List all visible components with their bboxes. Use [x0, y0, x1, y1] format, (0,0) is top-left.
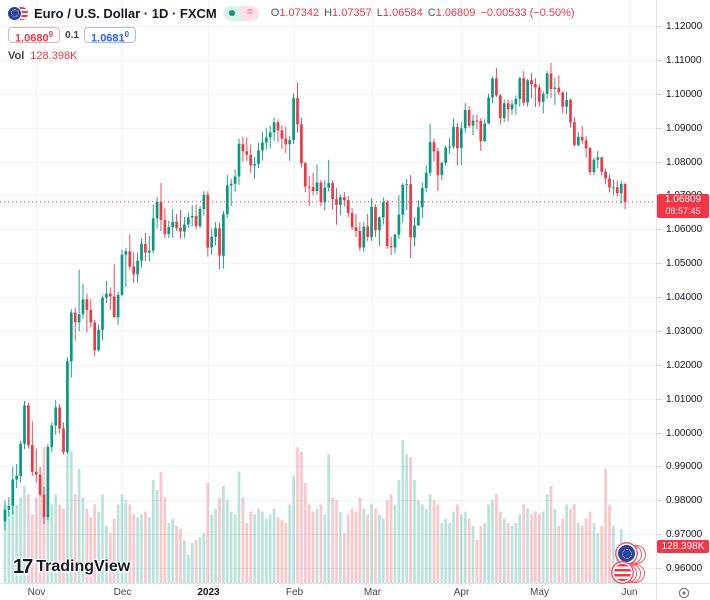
tradingview-logo[interactable]: 17 TradingView — [13, 557, 130, 577]
price-tick-label: 1.05000 — [655, 258, 703, 269]
time-tick-label: Nov — [27, 587, 46, 598]
buy-price-sup: 0 — [124, 30, 130, 39]
spread-value: 0.1 — [65, 29, 80, 41]
symbol-legend: Euro / U.S. Dollar · 1D · FXCM = O1.0734… — [8, 4, 575, 62]
high-label: H — [324, 7, 333, 19]
pink-equals-icon: = — [240, 5, 259, 21]
buy-price-button[interactable]: 1.06810 — [84, 27, 137, 45]
high-value: 1.07357 — [332, 7, 372, 19]
symbol-title[interactable]: Euro / U.S. Dollar · 1D · FXCM — [34, 5, 217, 21]
eur-flag-mini-icon — [8, 6, 21, 20]
change-value: −0.00533 (−0.50%) — [480, 7, 575, 19]
volume-legend: Vol 128.398K — [8, 50, 575, 62]
sell-price-button[interactable]: 1.06809 — [8, 27, 61, 45]
sell-price-value: 1.0680 — [15, 32, 49, 45]
tradingview-logo-text: TradingView — [36, 558, 131, 575]
volume-value: 128.398K — [30, 50, 78, 62]
time-tick-label: May — [530, 587, 549, 598]
price-tick-label: 1.12000 — [655, 21, 703, 32]
time-tick-label: Dec — [113, 587, 132, 598]
volume-axis-badge: 128.398K — [657, 540, 709, 553]
price-tick-label: 1.03000 — [655, 326, 703, 337]
price-tick-label: 1.08000 — [655, 157, 703, 168]
price-tick-label: 1.06000 — [655, 224, 703, 235]
low-value: 1.06584 — [382, 7, 423, 19]
price-tick-label: 0.97000 — [655, 529, 703, 540]
ohlc-readout: O1.07342 H1.07357 L1.06584 C1.06809 −0.0… — [271, 7, 575, 19]
close-label: C — [427, 7, 436, 19]
sell-price-sup: 9 — [48, 30, 54, 39]
bar-close-countdown: 08:57:45 — [665, 206, 701, 216]
price-tick-label: 1.10000 — [655, 89, 703, 100]
price-tick-label: 0.98000 — [655, 495, 703, 506]
price-tick-label: 0.99000 — [655, 461, 703, 472]
axis-corner — [656, 583, 710, 600]
price-tick-label: 1.09000 — [655, 123, 703, 134]
price-tick-label: 1.01000 — [655, 394, 703, 405]
open-label: O — [270, 7, 280, 19]
time-tick-label: Feb — [285, 587, 304, 598]
price-tick-label: 1.11000 — [655, 55, 702, 66]
tradingview-logo-icon: 17 — [13, 556, 33, 578]
time-axis[interactable]: Nov Dec 2023 Feb Mar Apr May Jun — [0, 583, 710, 600]
volume-label: Vol — [8, 50, 25, 62]
market-open-dot-icon — [222, 5, 241, 21]
close-value: 1.06809 — [435, 7, 476, 19]
price-tick-label: 0.96000 — [655, 563, 703, 574]
price-tick-label: 1.00000 — [655, 428, 703, 439]
price-tick-label: 1.04000 — [655, 292, 703, 303]
price-axis[interactable]: 1.120001.110001.100001.090001.080001.070… — [655, 0, 710, 583]
time-tick-label: Jun — [621, 587, 638, 598]
price-tick-label: 1.02000 — [655, 360, 703, 371]
buy-price-value: 1.0681 — [91, 32, 125, 45]
usd-flag-icon — [614, 564, 648, 583]
current-price-axis-badge: 1.06809 08:57:45 — [657, 194, 709, 218]
pair-flags-icon — [8, 6, 28, 21]
current-price-value: 1.06809 — [664, 194, 702, 205]
time-tick-label: Apr — [453, 587, 470, 598]
eur-flag-icon — [618, 545, 648, 564]
time-tick-label: Mar — [363, 587, 382, 598]
low-label: L — [376, 7, 383, 19]
open-value: 1.07342 — [279, 7, 320, 19]
axis-settings-icon[interactable] — [677, 586, 691, 600]
market-status-pill[interactable]: = — [222, 5, 259, 21]
time-tick-label: 2023 — [197, 587, 220, 598]
